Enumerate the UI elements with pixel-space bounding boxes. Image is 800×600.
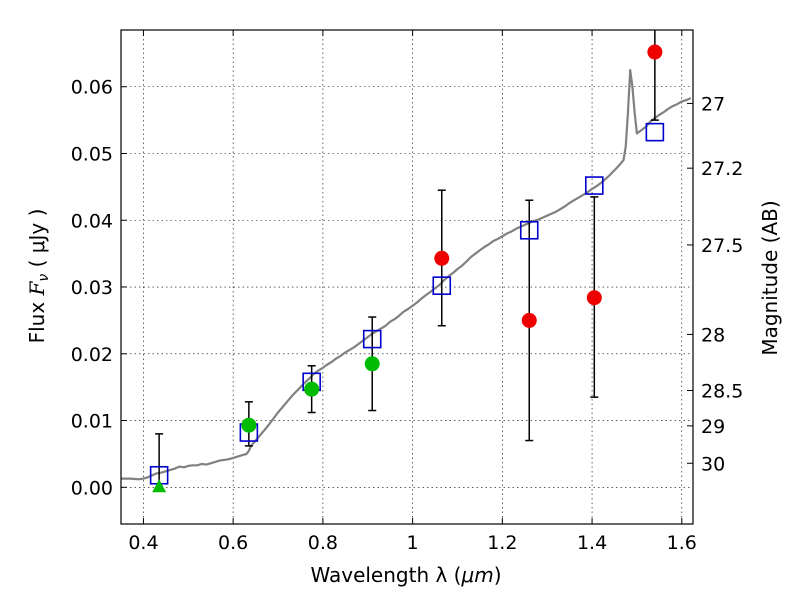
y-tick-label: 0.01 (71, 411, 113, 433)
model-band-square (519, 220, 539, 240)
y-tick-label: 0.02 (71, 344, 113, 366)
spectrum-layer (121, 69, 692, 481)
grid-layer (121, 30, 693, 524)
model-spectrum-line (121, 69, 692, 481)
y2-tick-label: 28 (701, 324, 725, 346)
y-tick-label: 0.06 (71, 77, 113, 99)
observed-point (304, 381, 320, 397)
model-band-square (645, 122, 665, 142)
y2-axis-label: Magnitude (AB) (758, 200, 782, 355)
observed-upper-limit-triangle (152, 479, 167, 493)
x-tick-label: 1 (407, 532, 419, 554)
y2-tick-label: 29 (701, 416, 725, 438)
plot-frame (120, 29, 694, 525)
y2-tick-label: 28.5 (701, 380, 743, 402)
observed-point (521, 312, 537, 328)
model-band-square (362, 329, 382, 349)
y2-tick-label: 27.2 (701, 158, 743, 180)
observed-point-layer (152, 44, 663, 493)
x-tick-label: 1.6 (667, 532, 697, 554)
x-axis-label: Wavelength λ (μm) (310, 563, 501, 587)
tick-layer: 0.4 0.6 0.8 1 1.2 1.4 1.6 0.00 0.01 0.02 0.03 0.04 0… (71, 30, 743, 554)
observed-point (241, 417, 257, 433)
observed-point (586, 290, 602, 306)
observed-point (647, 44, 663, 60)
y-axis-label: Flux Fν ( μJy ) (25, 209, 52, 344)
y-tick-label: 0.05 (71, 144, 113, 166)
observed-point (364, 356, 380, 372)
y2-tick-label: 27.5 (701, 235, 743, 257)
model-band-square (585, 176, 604, 195)
x-tick-label: 0.4 (128, 532, 158, 554)
x-tick-label: 0.6 (218, 532, 248, 554)
model-band-square (432, 276, 452, 295)
y2-tick-label: 30 (701, 453, 725, 475)
y2-tick-label: 27 (701, 93, 725, 115)
x-tick-label: 0.8 (308, 532, 338, 554)
y-tick-label: 0.00 (71, 477, 113, 499)
y-tick-label: 0.03 (71, 277, 113, 299)
model-band-layer (149, 122, 665, 485)
observed-point (434, 250, 450, 266)
x-tick-label: 1.2 (487, 532, 517, 554)
y-tick-label: 0.04 (71, 210, 113, 232)
errorbar-layer (155, 30, 659, 489)
x-tick-label: 1.4 (577, 532, 607, 554)
